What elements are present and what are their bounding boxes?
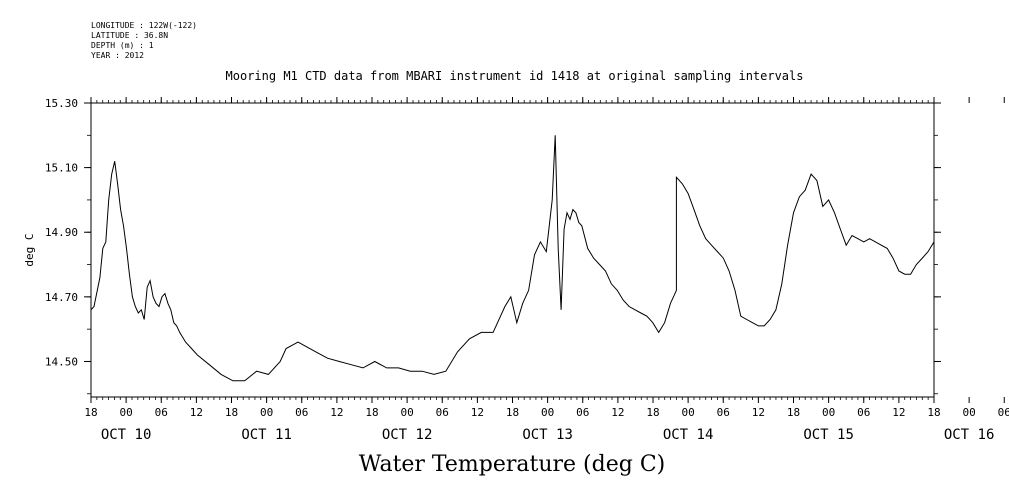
y-tick-label: 14.90 xyxy=(45,226,78,239)
x-hour-tick-label: 18 xyxy=(84,406,97,419)
series-line-water-temperature xyxy=(90,135,935,382)
x-hour-tick-label: 00 xyxy=(541,406,554,419)
x-hour-tick-label: 06 xyxy=(717,406,730,419)
x-day-label: OCT 12 xyxy=(382,427,433,443)
latitude-label: LATITUDE : 36.8N xyxy=(91,31,169,40)
x-day-label: OCT 16 xyxy=(944,427,995,443)
x-hour-tick-label: 00 xyxy=(682,406,695,419)
x-hour-tick-label: 18 xyxy=(927,406,940,419)
x-day-label: OCT 15 xyxy=(803,427,854,443)
x-hour-tick-label: 18 xyxy=(646,406,659,419)
x-hour-tick-label: 18 xyxy=(787,406,800,419)
x-day-label: OCT 13 xyxy=(522,427,573,443)
x-hour-tick-label: 12 xyxy=(330,406,343,419)
longitude-label: LONGITUDE : 122W(-122) xyxy=(91,21,197,30)
x-hour-tick-label: 06 xyxy=(576,406,589,419)
x-hour-tick-label: 18 xyxy=(225,406,238,419)
x-day-label: OCT 10 xyxy=(101,427,152,443)
y-tick-label: 14.50 xyxy=(45,355,78,368)
x-hour-tick-label: 00 xyxy=(963,406,976,419)
x-hour-tick-label: 06 xyxy=(998,406,1009,419)
x-day-label: OCT 14 xyxy=(663,427,714,443)
plot-frame xyxy=(90,102,935,398)
x-hour-tick-label: 00 xyxy=(822,406,835,419)
chart-title: Mooring M1 CTD data from MBARI instrumen… xyxy=(225,69,804,83)
y-axis-title: deg C xyxy=(23,233,36,266)
x-hour-tick-label: 06 xyxy=(295,406,308,419)
x-hour-tick-label: 12 xyxy=(611,406,624,419)
y-tick-label: 15.30 xyxy=(45,97,78,110)
x-hour-tick-label: 12 xyxy=(892,406,905,419)
x-hour-tick-label: 18 xyxy=(365,406,378,419)
x-hour-tick-label: 06 xyxy=(155,406,168,419)
x-hour-tick-label: 12 xyxy=(471,406,484,419)
x-hour-tick-label: 06 xyxy=(857,406,870,419)
y-tick-label: 14.70 xyxy=(45,291,78,304)
x-hour-tick-label: 00 xyxy=(260,406,273,419)
y-tick-label: 15.10 xyxy=(45,162,78,175)
x-hour-tick-label: 00 xyxy=(120,406,133,419)
x-axis-title: Water Temperature (deg C) xyxy=(358,452,666,477)
x-hour-tick-label: 06 xyxy=(436,406,449,419)
x-hour-tick-label: 00 xyxy=(401,406,414,419)
year-label: YEAR : 2012 xyxy=(91,51,144,60)
x-hour-tick-label: 12 xyxy=(190,406,203,419)
x-day-label: OCT 11 xyxy=(241,427,292,443)
x-hour-tick-label: 18 xyxy=(506,406,519,419)
depth-label: DEPTH (m) : 1 xyxy=(91,41,154,50)
metadata-block: LONGITUDE : 122W(-122) LATITUDE : 36.8N … xyxy=(91,21,197,61)
x-hour-tick-label: 12 xyxy=(752,406,765,419)
